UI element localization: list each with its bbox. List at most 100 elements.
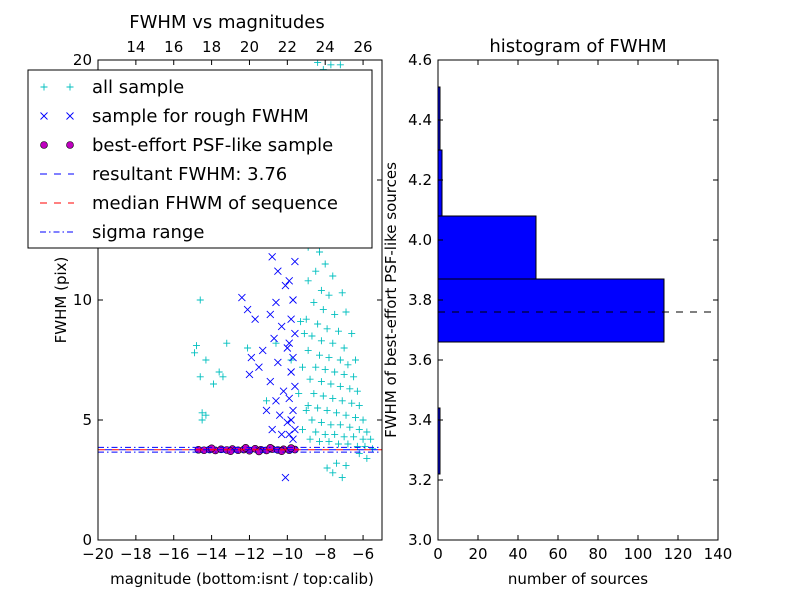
left-xtick-label: −16 xyxy=(158,545,190,563)
point-all-sample xyxy=(295,390,303,398)
point-all-sample xyxy=(306,435,314,443)
point-all-sample xyxy=(198,409,206,417)
point-all-sample xyxy=(355,450,363,458)
point-all-sample xyxy=(304,402,312,410)
point-all-sample xyxy=(338,397,346,405)
right-data-layer xyxy=(437,86,718,475)
point-all-sample xyxy=(353,442,361,450)
point-all-sample xyxy=(325,438,333,446)
right-ylabel: FWHM of best-effort PSF-like sources xyxy=(382,162,400,438)
point-sample-for-rough-fwhm xyxy=(266,377,275,386)
point-sample-for-rough-fwhm xyxy=(238,293,246,302)
point-all-sample xyxy=(263,397,271,405)
legend-marker xyxy=(40,112,48,120)
left-xtick-label: −8 xyxy=(314,545,336,563)
point-all-sample xyxy=(310,390,318,398)
legend-label: best-effort PSF-like sample xyxy=(92,135,333,156)
point-all-sample xyxy=(355,402,363,410)
point-all-sample xyxy=(316,351,324,359)
point-all-sample xyxy=(219,373,227,381)
point-all-sample xyxy=(310,298,318,306)
right-ytick-label: 3.4 xyxy=(408,411,432,429)
left-xtick-label: −18 xyxy=(120,545,152,563)
point-all-sample xyxy=(331,368,339,376)
point-all-sample xyxy=(196,373,204,381)
left-xtick-label: −12 xyxy=(234,545,266,563)
point-all-sample xyxy=(323,406,331,414)
point-all-sample xyxy=(321,366,329,374)
point-sample-for-rough-fwhm xyxy=(291,257,299,266)
point-sample-for-rough-fwhm xyxy=(289,296,297,304)
point-all-sample xyxy=(321,260,329,268)
legend-item-sample-for-rough-fwhm: sample for rough FWHM xyxy=(40,106,309,127)
point-all-sample xyxy=(336,382,344,390)
point-all-sample xyxy=(344,440,352,448)
point-sample-for-rough-fwhm xyxy=(291,382,299,391)
point-sample-for-rough-fwhm xyxy=(287,315,295,324)
left-ylabel: FWHM (pix) xyxy=(52,257,70,344)
point-all-sample xyxy=(298,363,306,371)
point-all-sample xyxy=(317,286,325,294)
left-xlabel: magnitude (bottom:isnt / top:calib) xyxy=(110,570,374,588)
point-all-sample xyxy=(333,409,341,417)
point-sample-for-rough-fwhm xyxy=(291,425,299,434)
point-sample-for-rough-fwhm xyxy=(277,322,286,331)
point-sample-for-rough-fwhm xyxy=(275,411,284,420)
point-all-sample xyxy=(323,464,331,472)
left-axes-ticks: −20 −18 −16 −14 −12 −10 −8 −6 14 16 18 20 22 24 26 0 5 10… xyxy=(73,38,382,563)
point-sample-for-rough-fwhm xyxy=(289,435,297,444)
right-ytick-label: 3.0 xyxy=(408,531,432,549)
legend-item-resultant-fwhm-3-76: resultant FWHM: 3.76 xyxy=(40,164,287,185)
point-sample-for-rough-fwhm xyxy=(285,276,294,285)
point-all-sample xyxy=(304,277,312,285)
point-all-sample xyxy=(314,320,322,328)
point-all-sample xyxy=(297,318,305,326)
point-all-sample xyxy=(244,344,252,352)
left-ytick-label: 5 xyxy=(82,411,92,429)
point-all-sample xyxy=(325,354,333,362)
point-all-sample xyxy=(350,373,358,381)
legend-item-median-fhwm-of-sequence: median FHWM of sequence xyxy=(40,193,338,214)
top-xtick-label: 24 xyxy=(316,38,335,56)
point-all-sample xyxy=(331,430,339,438)
top-xtick-label: 18 xyxy=(202,38,221,56)
point-best-effort-psf-like-sample xyxy=(287,444,295,452)
point-all-sample xyxy=(223,339,231,347)
point-all-sample xyxy=(329,394,337,402)
point-all-sample xyxy=(342,411,350,419)
point-all-sample xyxy=(325,291,333,299)
left-scatter-panel: FWHM vs magnitudes −20 −18 −16 −14 −12 −10 −8−… xyxy=(52,12,383,588)
point-all-sample xyxy=(329,272,337,280)
point-all-sample xyxy=(312,267,320,275)
point-all-sample xyxy=(348,330,356,338)
right-ytick-label: 4.0 xyxy=(408,231,432,249)
point-sample-for-rough-fwhm xyxy=(262,406,271,415)
point-all-sample xyxy=(316,438,324,446)
point-all-sample xyxy=(348,399,356,407)
top-xtick-label: 14 xyxy=(126,38,145,56)
point-all-sample xyxy=(312,363,320,371)
legend-marker xyxy=(66,112,74,120)
point-sample-for-rough-fwhm xyxy=(283,418,292,427)
left-ytick-label: 20 xyxy=(73,51,92,69)
point-all-sample xyxy=(202,411,210,419)
legend-box xyxy=(27,69,373,249)
right-ytick-label: 4.2 xyxy=(408,171,432,189)
point-all-sample xyxy=(331,310,339,318)
point-all-sample xyxy=(353,387,361,395)
legend-marker xyxy=(66,141,74,149)
point-all-sample xyxy=(363,454,371,462)
point-sample-for-rough-fwhm xyxy=(281,281,290,290)
point-all-sample xyxy=(317,337,325,345)
right-xtick-label: 120 xyxy=(664,545,693,563)
point-all-sample xyxy=(369,445,377,453)
point-all-sample xyxy=(302,406,310,414)
point-sample-for-rough-fwhm xyxy=(277,430,286,439)
legend-item-all-sample: all sample xyxy=(40,77,184,98)
top-xtick-label: 16 xyxy=(164,38,183,56)
point-sample-for-rough-fwhm xyxy=(251,315,259,324)
right-xtick-label: 20 xyxy=(468,545,487,563)
legend-marker xyxy=(40,141,48,149)
point-sample-for-rough-fwhm xyxy=(283,344,292,352)
point-all-sample xyxy=(304,346,312,354)
